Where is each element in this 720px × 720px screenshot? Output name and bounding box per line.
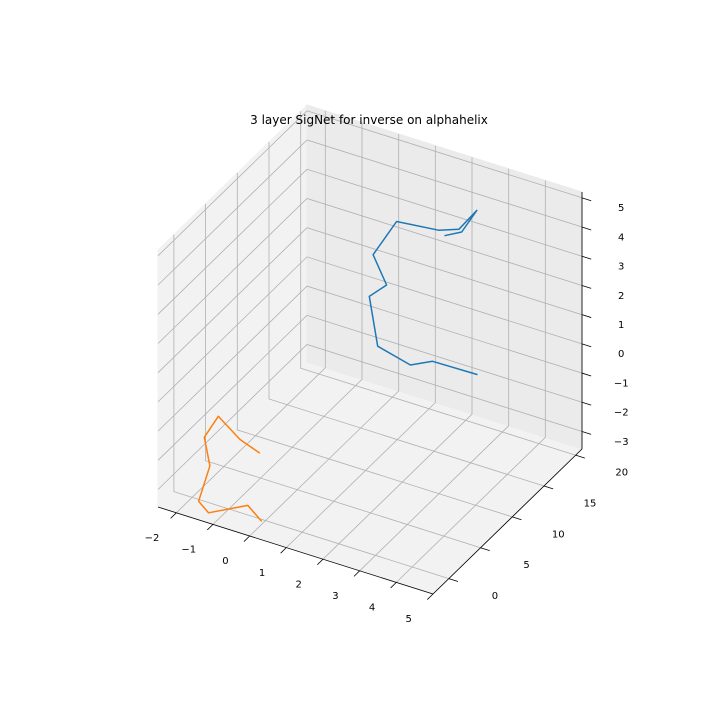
grid-line-x: [322, 157, 473, 560]
x-tick-mark: [170, 512, 177, 519]
series-line-2: [197, 415, 263, 522]
z-tick-mark: [581, 431, 592, 435]
z-tick-label: 2: [618, 291, 624, 302]
z-tick-label: −2: [614, 408, 629, 419]
y-tick-mark: [480, 547, 490, 552]
z-tick-mark: [581, 285, 592, 289]
grid-line-z: [157, 227, 583, 373]
z-tick-label: 3: [618, 262, 624, 273]
grid-line-x: [249, 134, 400, 537]
grid-line-x: [212, 122, 363, 525]
grid-line-z: [157, 110, 583, 257]
y-tick-label: 0: [492, 591, 498, 602]
axis-lines: [157, 192, 583, 595]
z-tick-mark: [581, 314, 592, 318]
chart-title: 3 layer SigNet for inverse on alphahelix: [250, 113, 488, 127]
x-tick-mark: [390, 582, 397, 589]
x-tick-mark: [317, 558, 324, 566]
z-tick-mark: [581, 197, 592, 202]
x-tick-label: −2: [145, 533, 160, 544]
x-tick-label: 0: [222, 556, 228, 567]
y-tick-label: 15: [584, 498, 597, 509]
z-tick-label: 4: [618, 232, 624, 243]
x-tick-label: −1: [181, 545, 196, 556]
grid-line-z: [157, 139, 583, 286]
z-tick-mark: [581, 401, 592, 406]
y-tick-mark: [543, 485, 554, 490]
grid-line-z: [157, 198, 583, 344]
y-tick-mark: [448, 578, 459, 582]
grid-line-y: [173, 234, 450, 579]
y-tick-label: 20: [615, 468, 628, 479]
grid-line-x: [359, 168, 510, 572]
grid-line-x: [396, 180, 546, 583]
z-tick-label: −1: [614, 378, 629, 389]
grid-line-z: [157, 314, 583, 461]
tick-labels: −2 −1 0 1 2 3 4 5 0 5 10 15 20 −3 −2 −1 0 1 2 3 4 5: [145, 197, 629, 625]
series-line-1: [368, 209, 478, 376]
z-tick-label: 0: [618, 349, 624, 360]
y-axis-line: [432, 448, 583, 595]
y-tick-label: 10: [552, 529, 565, 540]
grid-line-x: [286, 145, 436, 548]
grid-line-z: [157, 256, 583, 403]
grid-line-y: [268, 142, 545, 487]
y-tick-mark: [575, 454, 585, 459]
z-tick-mark: [581, 255, 592, 260]
y-tick-label: 5: [523, 560, 529, 571]
x-axis-line: [157, 506, 434, 595]
z-tick-label: −3: [614, 437, 629, 448]
z-tick-mark: [581, 226, 592, 231]
y-tick-mark: [512, 516, 522, 521]
z-tick-mark: [581, 343, 592, 348]
grid-line-y: [300, 111, 576, 456]
x-tick-mark: [280, 547, 287, 554]
z-tick-label: 5: [618, 203, 624, 214]
x-tick-mark: [243, 535, 250, 542]
z-tick-label: 1: [618, 320, 624, 331]
grid-line-y: [205, 203, 481, 549]
grid-line-z: [157, 168, 583, 315]
x-tick-label: 1: [259, 568, 265, 579]
grid-line-y: [236, 172, 513, 518]
x-tick-mark: [427, 593, 434, 600]
x-tick-label: 4: [369, 603, 375, 614]
grid-line-x: [176, 110, 326, 514]
z-tick-mark: [581, 372, 592, 377]
x-tick-label: 5: [406, 614, 412, 625]
data-series: [197, 209, 478, 522]
x-tick-label: 2: [296, 579, 302, 590]
grid-line-z: [157, 344, 583, 490]
grid-line-z: [157, 285, 583, 432]
x-tick-mark: [207, 524, 214, 531]
x-tick-mark: [353, 570, 360, 577]
x-tick-label: 3: [332, 591, 338, 602]
